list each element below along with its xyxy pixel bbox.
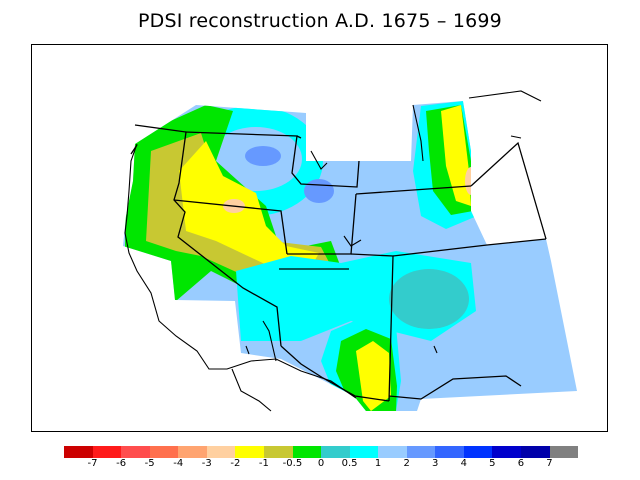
colorbar-label: 2	[403, 458, 410, 469]
colorbar-label: 5	[489, 458, 496, 469]
colorbar-label: -7	[87, 458, 98, 469]
colorbar-swatch	[349, 446, 379, 458]
colorbar-swatch	[292, 446, 322, 458]
colorbar-swatch	[378, 446, 407, 458]
colorbar-swatch	[235, 446, 264, 458]
colorbar-swatch	[64, 446, 93, 458]
colorbar-label: -3	[201, 458, 212, 469]
coastline	[124, 90, 542, 412]
colorbar-swatch	[121, 446, 150, 458]
colorbar-label: -6	[116, 458, 127, 469]
colorbar-label: -5	[144, 458, 155, 469]
colorbar-label: 0	[317, 458, 325, 469]
colorbar-label: 7	[546, 458, 553, 469]
pdsi-map	[123, 90, 577, 412]
colorbar-swatch	[206, 446, 236, 458]
colorbar-swatch	[549, 446, 579, 458]
colorbar-label: 3	[432, 458, 439, 469]
colorbar-label: -1	[258, 458, 269, 469]
colorbar-swatch	[263, 446, 293, 458]
page-title: PDSI reconstruction A.D. 1675 – 1699	[138, 10, 502, 32]
colorbar-label: -4	[173, 458, 184, 469]
colorbar-swatch	[492, 446, 521, 458]
colorbar-swatch	[406, 446, 436, 458]
colorbar-swatch	[92, 446, 122, 458]
map-frame	[31, 44, 608, 432]
colorbar-label: 6	[517, 458, 525, 469]
colorbar-swatch	[521, 446, 550, 458]
state-boundaries	[130, 124, 547, 402]
colorbar-swatch	[149, 446, 179, 458]
colorbar-labels: -7 -6 -5 -4 -3 -2 -1 -0.5 0 0.5 1 2 3 4 5 6 7	[0, 458, 640, 474]
colorbar-swatch	[463, 446, 493, 458]
colorbar-swatch	[178, 446, 207, 458]
colorbar-label: 4	[460, 458, 467, 469]
colorbar-label: 0.5	[341, 458, 358, 469]
colorbar-label: -0.5	[282, 458, 303, 469]
colorbar-swatch	[321, 446, 350, 458]
pdsi-field	[123, 101, 577, 411]
colorbar-label: -2	[230, 458, 241, 469]
colorbar-swatch	[435, 446, 464, 458]
colorbar-label: 1	[374, 458, 382, 469]
colorbar	[64, 446, 579, 458]
